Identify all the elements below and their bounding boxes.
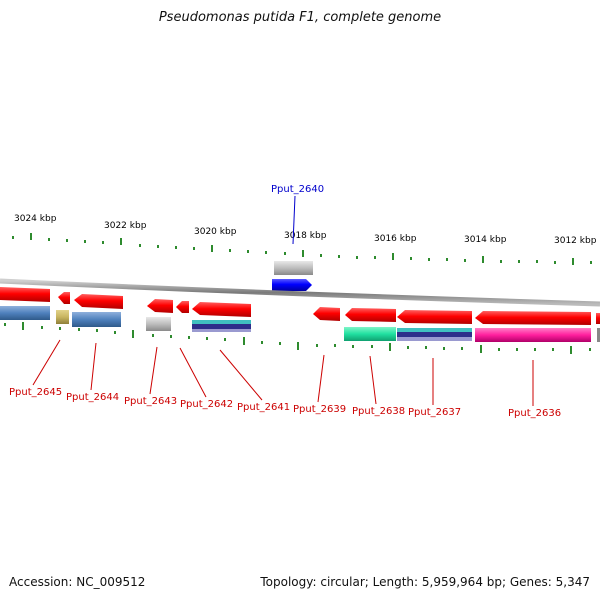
gene-label-pput-2638[interactable]: Pput_2638 bbox=[352, 406, 405, 417]
cog-track-2643[interactable] bbox=[146, 317, 171, 331]
gene-label-pput-2644[interactable]: Pput_2644 bbox=[66, 392, 119, 403]
lower-ticks bbox=[4, 322, 591, 354]
map-title: Pseudomonas putida F1, complete genome bbox=[158, 10, 442, 25]
gene-pput-2643[interactable] bbox=[147, 299, 173, 313]
gene-pput-2640[interactable] bbox=[272, 279, 312, 291]
gene-pput-2636[interactable] bbox=[475, 311, 591, 325]
kbp-label-3024: 3024 kbp bbox=[14, 214, 57, 224]
genome-backbone bbox=[0, 278, 600, 307]
gene-pput-2637[interactable] bbox=[397, 310, 472, 324]
cog-track-khaki[interactable] bbox=[56, 310, 69, 324]
cog-track-2644[interactable] bbox=[72, 312, 121, 327]
gene-label-pput-2641[interactable]: Pput_2641 bbox=[237, 402, 290, 413]
reverse-strand-genes bbox=[0, 287, 600, 325]
cog-track-2636[interactable] bbox=[475, 328, 591, 342]
cog-track-2637-navy[interactable] bbox=[397, 332, 472, 337]
gene-pput-2640-gray-track[interactable] bbox=[274, 261, 313, 275]
gene-label-pput-2637[interactable]: Pput_2637 bbox=[408, 407, 461, 418]
gene-label-pput-2636[interactable]: Pput_2636 bbox=[508, 408, 561, 419]
gene-label-pput-2645[interactable]: Pput_2645 bbox=[9, 387, 62, 398]
gene-label-pput-2642[interactable]: Pput_2642 bbox=[180, 399, 233, 410]
gene-small-red-a[interactable] bbox=[58, 292, 70, 304]
kbp-label-3020: 3020 kbp bbox=[194, 227, 237, 237]
kbp-label-3018: 3018 kbp bbox=[284, 231, 327, 241]
accession-text: Accession: NC_009512 bbox=[9, 575, 146, 589]
kbp-label-3012: 3012 kbp bbox=[554, 236, 597, 246]
cog-track-2641-navy[interactable] bbox=[192, 324, 251, 329]
kbp-label-3014: 3014 kbp bbox=[464, 235, 507, 245]
cog-track-2641-teal[interactable] bbox=[192, 320, 251, 324]
cog-track-2637-light[interactable] bbox=[397, 337, 472, 341]
gene-label-pput-2643[interactable]: Pput_2643 bbox=[124, 396, 177, 407]
upper-ticks bbox=[12, 233, 592, 265]
cog-track-2645[interactable] bbox=[0, 306, 50, 320]
gene-pput-2639[interactable] bbox=[313, 307, 340, 321]
label-connectors bbox=[32, 339, 534, 406]
cog-tracks bbox=[0, 306, 600, 342]
kbp-label-3016: 3016 kbp bbox=[374, 234, 417, 244]
gene-pput-2644[interactable] bbox=[74, 294, 123, 309]
gene-label-pput-2640[interactable]: Pput_2640 bbox=[271, 184, 324, 195]
genome-summary-text: Topology: circular; Length: 5,959,964 bp… bbox=[260, 575, 590, 589]
gene-pput-2645[interactable] bbox=[0, 287, 50, 302]
gene-pput-2638[interactable] bbox=[345, 308, 396, 322]
gene-small-red-b[interactable] bbox=[176, 301, 189, 313]
connector-pput-2640 bbox=[292, 195, 296, 245]
gene-label-pput-2639[interactable]: Pput_2639 bbox=[293, 404, 346, 415]
gene-pput-2641[interactable] bbox=[192, 302, 251, 317]
kbp-label-3022: 3022 kbp bbox=[104, 221, 147, 231]
cog-track-2641-light[interactable] bbox=[192, 329, 251, 332]
gene-edge-red[interactable] bbox=[596, 313, 600, 324]
cog-track-2638[interactable] bbox=[344, 327, 396, 341]
cog-track-2637-teal[interactable] bbox=[397, 328, 472, 332]
cog-track-edge bbox=[597, 328, 600, 342]
